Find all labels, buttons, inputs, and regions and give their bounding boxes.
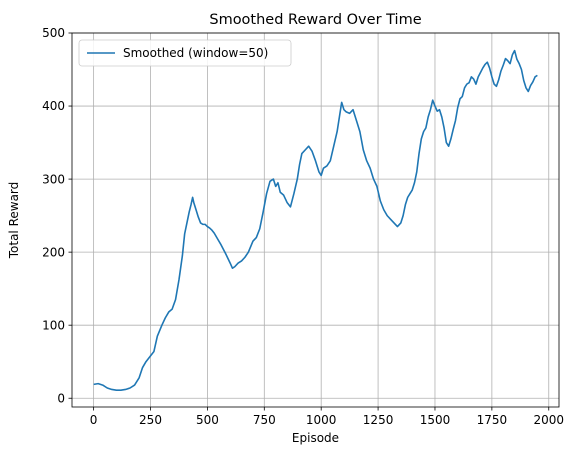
chart-title: Smoothed Reward Over Time: [209, 12, 421, 28]
x-tick-label: 0: [90, 413, 98, 427]
x-tick-label: 2000: [533, 413, 564, 427]
legend-box: [78, 39, 292, 67]
x-axis-label: Episode: [292, 431, 339, 445]
grid-lines: [72, 32, 559, 407]
plot-series: [93, 49, 538, 392]
y-axis-label: Total Reward: [7, 182, 21, 260]
y-tick-label: 500: [42, 26, 65, 40]
x-tick-label: 1500: [420, 413, 451, 427]
plot-frame: [71, 32, 560, 408]
x-tick-label: 750: [253, 413, 276, 427]
x-tick-label: 1750: [477, 413, 508, 427]
y-tick-label: 400: [42, 99, 65, 113]
x-tick-label: 1000: [306, 413, 337, 427]
legend-label: Smoothed (window=50): [123, 46, 268, 60]
series-line: [93, 49, 538, 392]
x-tick-label: 500: [196, 413, 219, 427]
y-tick-label: 300: [42, 172, 65, 186]
axis-ticks: 0 250 500 750 1000 1250 1500 1750 2000 0 100 200 300…: [42, 26, 564, 427]
legend: Smoothed (window=50): [78, 39, 292, 67]
y-tick-label: 100: [42, 318, 65, 332]
y-tick-label: 0: [57, 391, 65, 405]
x-tick-label: 250: [139, 413, 162, 427]
y-tick-label: 200: [42, 245, 65, 259]
x-tick-label: 1250: [363, 413, 394, 427]
